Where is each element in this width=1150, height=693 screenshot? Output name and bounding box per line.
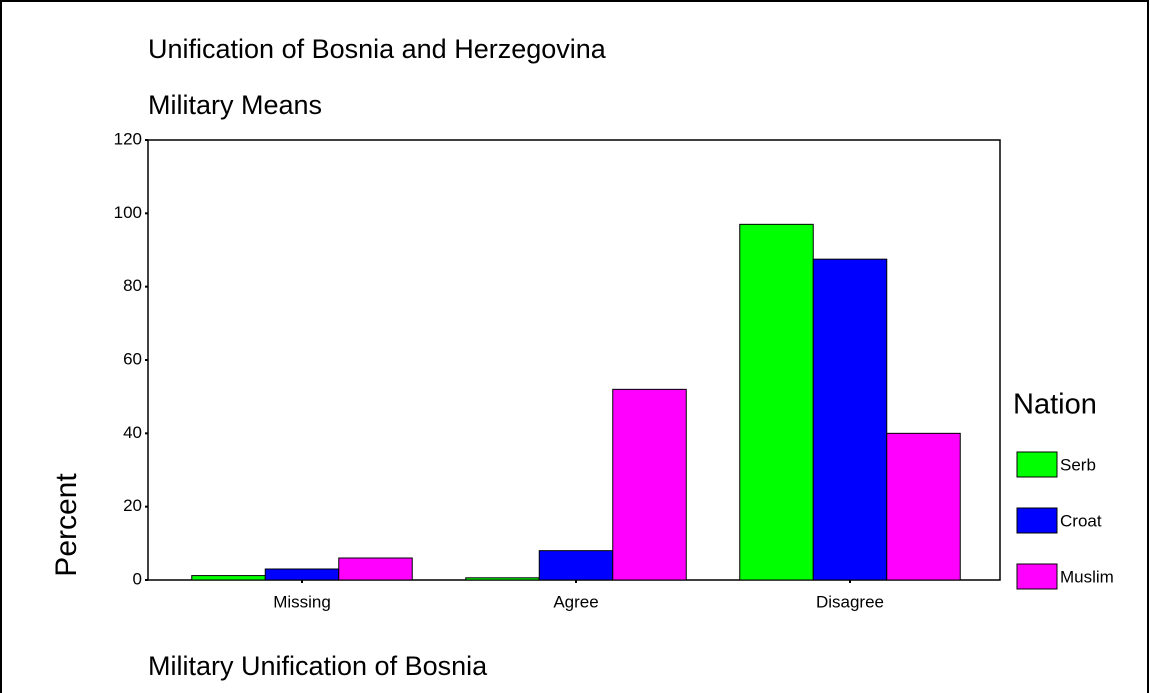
- x-tick-label: Disagree: [816, 592, 884, 611]
- bar: [739, 223, 814, 581]
- bar: [886, 432, 961, 581]
- bar: [612, 388, 687, 581]
- legend-title: Nation: [1013, 389, 1097, 421]
- x-tick-label: Missing: [273, 592, 331, 611]
- legend-label: Serb: [1060, 455, 1096, 474]
- legend-label: Muslim: [1060, 567, 1114, 586]
- x-tick-label: Agree: [553, 592, 598, 611]
- y-tick-label: 120: [114, 129, 142, 148]
- bar: [465, 577, 540, 581]
- legend-swatch: [1016, 451, 1058, 478]
- y-tick-label: 80: [123, 276, 142, 295]
- legend-swatch: [1016, 563, 1058, 590]
- bar: [812, 258, 888, 581]
- chart-title: Unification of Bosnia and Herzegovina: [148, 34, 607, 64]
- bar: [264, 568, 340, 581]
- bar: [191, 575, 266, 581]
- chart-subtitle: Military Means: [148, 90, 322, 120]
- y-tick-label: 60: [123, 349, 142, 368]
- bar: [338, 557, 413, 581]
- x-axis-label: Military Unification of Bosnia: [148, 651, 488, 681]
- y-tick-label: 40: [123, 423, 142, 442]
- bar: [538, 550, 614, 581]
- y-tick-label: 20: [123, 496, 142, 515]
- y-tick-label: 100: [114, 203, 142, 222]
- legend-swatch: [1016, 507, 1058, 534]
- y-tick-label: 0: [133, 569, 142, 588]
- legend-label: Croat: [1060, 511, 1102, 530]
- y-axis-label: Percent: [50, 473, 83, 577]
